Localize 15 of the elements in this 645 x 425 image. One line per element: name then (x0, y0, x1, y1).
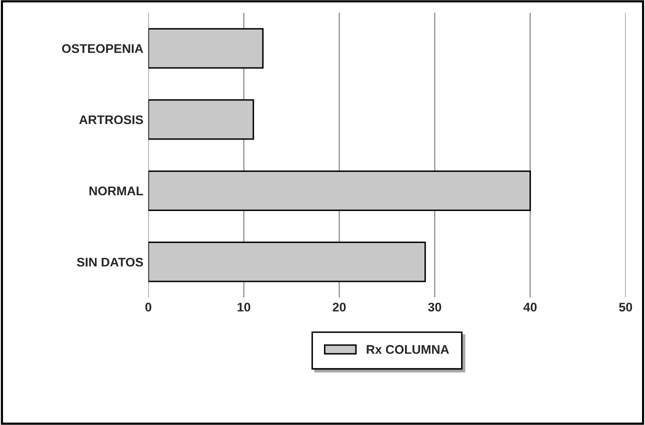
y-tick-label: ARTROSIS (79, 115, 143, 124)
y-tick-label: SIN DATOS (76, 258, 143, 267)
bar (148, 242, 426, 282)
bar (148, 28, 264, 69)
x-tick-label: 10 (238, 302, 250, 312)
x-tick-label: 0 (145, 302, 152, 312)
bar (148, 99, 254, 140)
legend-label: Rx COLUMNA (366, 345, 449, 354)
y-tick-label: OSTEOPENIA (62, 44, 144, 53)
x-tick-label: 40 (523, 302, 537, 312)
x-tick-label: 50 (619, 302, 632, 312)
x-tick-label: 30 (428, 302, 442, 312)
y-tick-label: NORMAL (89, 186, 144, 196)
bar (148, 170, 531, 211)
x-tick-label: 20 (332, 302, 346, 312)
